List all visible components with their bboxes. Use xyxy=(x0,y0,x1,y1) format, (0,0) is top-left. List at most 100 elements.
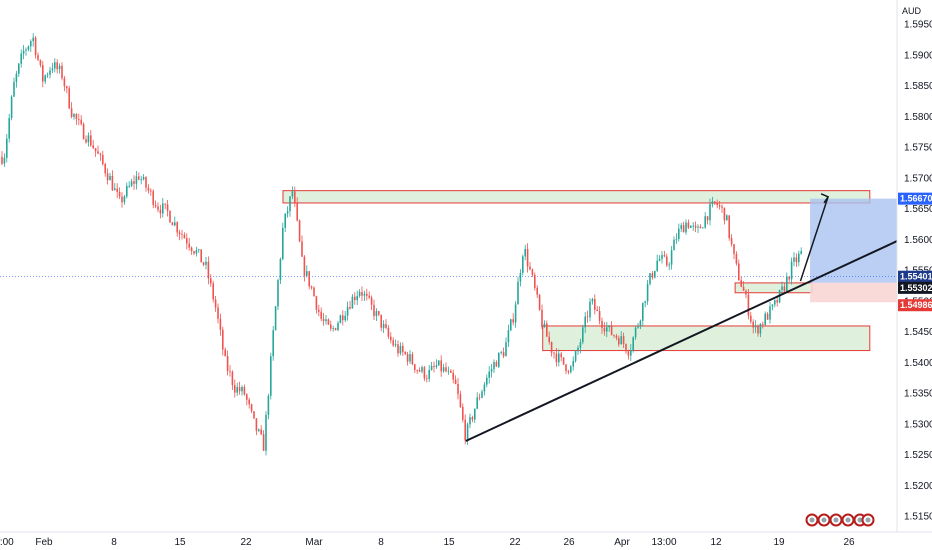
candle-body xyxy=(577,347,579,352)
candle-body xyxy=(738,263,740,281)
candle-body xyxy=(296,202,298,221)
candle-body xyxy=(726,215,728,221)
candle-body xyxy=(471,417,474,420)
candle-body xyxy=(666,256,668,266)
candle-body xyxy=(190,247,193,252)
candle-body xyxy=(546,323,548,337)
x-tick-label: Feb xyxy=(35,537,53,548)
candle-body xyxy=(380,314,382,328)
candle-body xyxy=(114,188,116,191)
candle-body xyxy=(507,330,510,343)
candle-body xyxy=(428,369,430,379)
candle-body xyxy=(49,70,51,75)
candle-body xyxy=(176,222,178,233)
arrow-line[interactable] xyxy=(799,196,829,282)
position-profit-area[interactable] xyxy=(810,198,897,283)
candle-body xyxy=(198,249,200,251)
y-tick-label: 1.54500 xyxy=(904,327,932,338)
candle-body xyxy=(92,145,94,149)
candle-body xyxy=(433,366,435,368)
trendline[interactable] xyxy=(465,240,898,442)
candle-body xyxy=(646,284,649,302)
candle-body xyxy=(399,345,402,354)
candle-body xyxy=(618,337,620,345)
x-tick-label: 15 xyxy=(174,537,186,548)
candle-body xyxy=(498,352,500,367)
candle-body xyxy=(339,315,342,324)
candle-body xyxy=(567,371,570,373)
candle-body xyxy=(519,272,522,282)
candle-body xyxy=(800,251,802,254)
candle-body xyxy=(423,367,426,379)
y-tick-label: 1.54000 xyxy=(904,358,932,369)
candle-body xyxy=(774,300,776,305)
candle-body xyxy=(440,360,442,372)
time-axis[interactable]: 1:00 Feb 8 15 22 Mar 8 15 22 26 Apr 13:00 12 19 26 xyxy=(0,537,855,548)
candle-body xyxy=(1,156,3,164)
candle-body xyxy=(130,181,133,186)
candle-body xyxy=(157,206,159,210)
x-tick-label: 15 xyxy=(443,537,455,548)
candle-body xyxy=(32,37,34,42)
event-markers[interactable] xyxy=(805,513,875,527)
candle-body xyxy=(562,357,565,365)
candle-body xyxy=(478,397,481,399)
candle-body xyxy=(78,119,80,120)
candle-body xyxy=(265,414,267,451)
candle-body xyxy=(349,307,351,309)
candle-body xyxy=(282,227,284,259)
x-tick-label: 22 xyxy=(509,537,521,548)
x-tick-label: Apr xyxy=(614,537,630,548)
candle-body xyxy=(277,280,279,307)
candle-body xyxy=(418,370,421,372)
candle-body xyxy=(678,228,680,240)
candle-body xyxy=(771,304,774,307)
candle-body xyxy=(200,249,202,263)
candle-body xyxy=(414,364,416,371)
candle-body xyxy=(421,367,423,372)
candle-body xyxy=(390,336,392,341)
candle-body xyxy=(596,309,598,312)
candle-body xyxy=(342,315,344,321)
candle-body xyxy=(457,384,459,395)
candles-layer xyxy=(1,33,802,456)
y-tick-label: 1.53500 xyxy=(904,389,932,400)
candle-body xyxy=(766,313,769,320)
candle-body xyxy=(152,191,154,205)
candle-body xyxy=(195,250,198,254)
candle-body xyxy=(3,157,6,164)
candle-body xyxy=(181,234,183,235)
candle-body xyxy=(118,192,121,197)
candle-body xyxy=(651,273,654,278)
candle-body xyxy=(121,196,123,203)
candle-body xyxy=(402,345,404,353)
candle-body xyxy=(486,377,488,385)
candle-body xyxy=(58,65,61,70)
candle-body xyxy=(680,225,682,229)
candle-body xyxy=(25,49,27,51)
candle-body xyxy=(334,328,337,331)
candle-body xyxy=(145,177,147,188)
candle-body xyxy=(284,213,286,228)
candle-body xyxy=(15,73,18,82)
candle-body xyxy=(474,408,476,420)
x-tick-label: 8 xyxy=(378,537,384,548)
candle-body xyxy=(627,351,630,356)
zone-resistance[interactable] xyxy=(282,190,871,204)
y-tick-label: 1.56000 xyxy=(904,235,932,246)
candle-body xyxy=(66,86,68,89)
candle-body xyxy=(111,175,114,191)
candle-body xyxy=(159,209,162,214)
candle-body xyxy=(358,291,361,296)
candle-body xyxy=(694,225,697,228)
candle-body xyxy=(594,299,596,310)
currency-label[interactable]: AUD xyxy=(902,6,922,16)
position-loss-area[interactable] xyxy=(810,282,897,303)
candle-body xyxy=(586,316,589,318)
y-tick-label: 1.57500 xyxy=(904,143,932,154)
candle-body xyxy=(286,211,289,214)
candle-body xyxy=(363,293,366,296)
candle-body xyxy=(550,341,553,353)
candle-body xyxy=(442,367,445,372)
